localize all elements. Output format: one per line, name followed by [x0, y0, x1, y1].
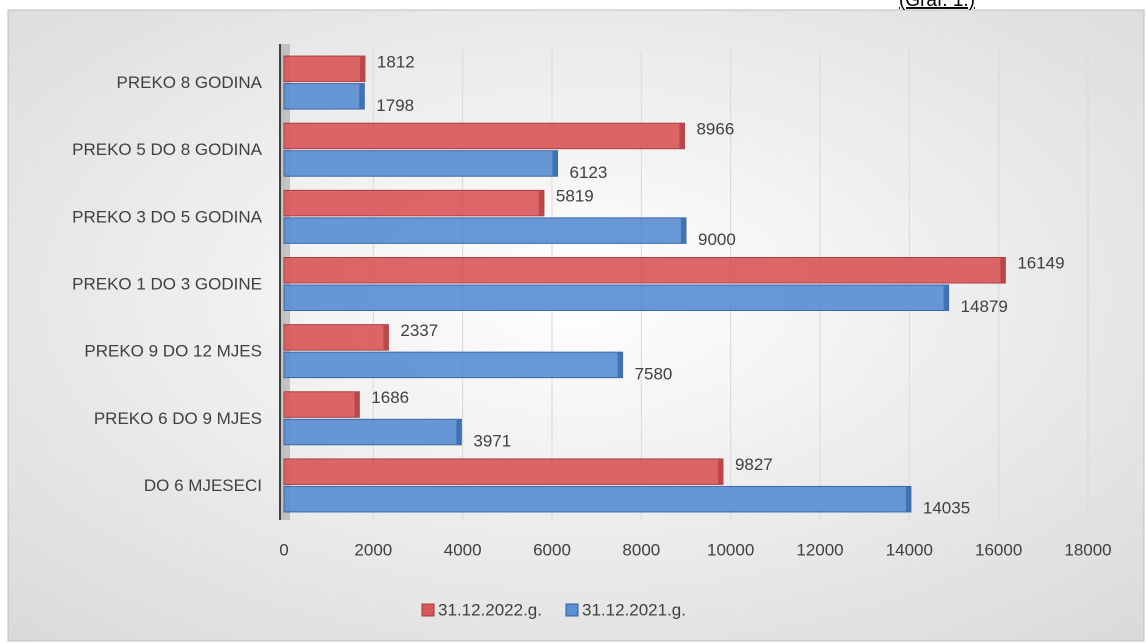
y-tick-label: PREKO 5 DO 8 GODINA — [72, 140, 263, 159]
data-label: 8966 — [696, 119, 734, 138]
bar-end — [681, 217, 686, 244]
legend-swatch — [565, 603, 579, 617]
data-label: 9827 — [735, 455, 773, 474]
bar — [283, 217, 687, 244]
bar — [283, 324, 389, 351]
data-label: 2337 — [400, 321, 438, 340]
bar — [283, 122, 685, 150]
bar-end — [359, 56, 365, 82]
bar-end — [943, 285, 949, 311]
data-label: 1686 — [371, 388, 409, 407]
bar-end — [359, 83, 365, 110]
bar-end — [354, 391, 360, 418]
data-label: 5819 — [556, 187, 594, 206]
data-label: 6123 — [569, 163, 607, 182]
x-tick-label: 4000 — [444, 540, 482, 559]
data-label: 3971 — [473, 432, 511, 451]
bar-end — [552, 150, 558, 177]
title-backdrop — [820, 0, 1020, 8]
bar — [283, 284, 950, 312]
bar-end — [717, 458, 723, 485]
data-label: 9000 — [698, 230, 736, 249]
bar — [283, 256, 1006, 284]
legend-label: 31.12.2021.g. — [582, 600, 686, 619]
bar-end — [1000, 257, 1006, 283]
y-tick-label: DO 6 MJESECI — [144, 476, 262, 495]
bar — [283, 189, 545, 217]
chart-title: (Graf. 1.) — [899, 0, 975, 11]
bar-end — [617, 352, 623, 378]
x-tick-label: 14000 — [886, 540, 933, 559]
y-tick-label: PREKO 9 DO 12 MJES — [84, 342, 262, 361]
bar-end — [456, 419, 462, 445]
x-tick-label: 18000 — [1064, 540, 1111, 559]
y-tick-label: PREKO 3 DO 5 GODINA — [72, 207, 263, 226]
bar — [283, 150, 558, 177]
bar — [283, 458, 724, 485]
bar — [283, 485, 912, 513]
x-tick-label: 0 — [279, 540, 288, 559]
y-tick-label: PREKO 6 DO 9 MJES — [94, 409, 262, 428]
data-label: 7580 — [635, 364, 673, 383]
x-tick-label: 12000 — [796, 540, 843, 559]
x-tick-label: 6000 — [533, 540, 571, 559]
bar-end — [538, 190, 544, 216]
data-label: 14879 — [961, 297, 1008, 316]
legend-label: 31.12.2022.g. — [438, 600, 542, 619]
x-tick-label: 8000 — [622, 540, 660, 559]
bar — [283, 418, 462, 446]
bar-end — [679, 123, 685, 149]
bar — [283, 83, 365, 110]
x-tick-label: 16000 — [975, 540, 1022, 559]
y-tick-label: PREKO 1 DO 3 GODINE — [72, 274, 262, 293]
chart-area — [7, 9, 1145, 642]
x-tick-label: 2000 — [354, 540, 392, 559]
bar — [283, 55, 366, 83]
x-tick-label: 10000 — [707, 540, 754, 559]
bar — [283, 351, 624, 379]
y-tick-label: PREKO 8 GODINA — [117, 73, 263, 92]
bar-end — [383, 324, 389, 351]
legend-swatch — [421, 603, 435, 617]
bar-end — [905, 486, 911, 512]
data-label: 16149 — [1017, 254, 1064, 273]
data-label: 1812 — [377, 52, 415, 71]
data-label: 1798 — [376, 96, 414, 115]
data-label: 14035 — [923, 499, 970, 518]
bar — [283, 391, 360, 418]
